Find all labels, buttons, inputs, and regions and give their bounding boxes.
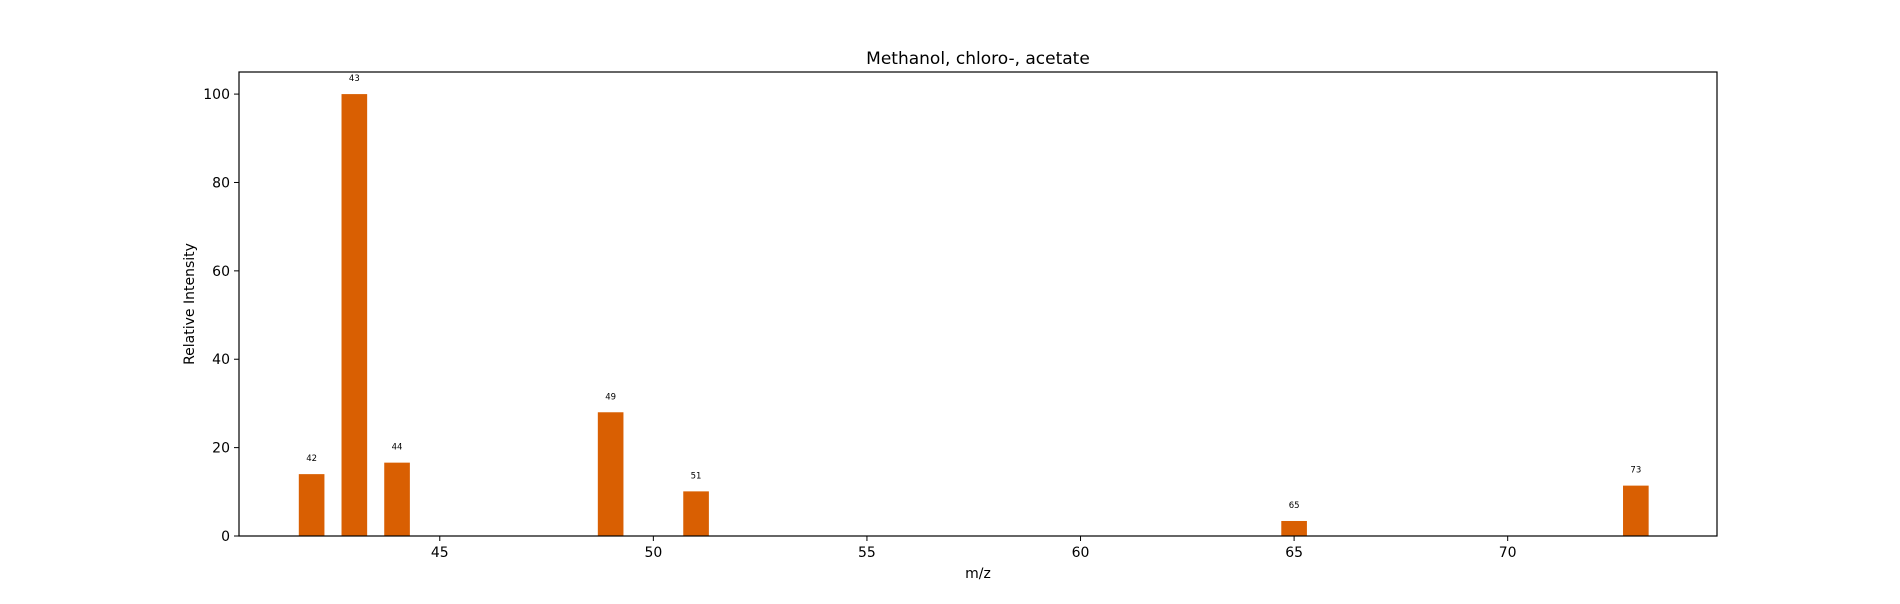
chart-title: Methanol, chloro-, acetate <box>866 49 1090 69</box>
bar-mz-73 <box>1623 485 1649 536</box>
x-tick-label: 50 <box>644 545 662 561</box>
bar-value-label: 65 <box>1289 501 1300 511</box>
bar-value-label: 43 <box>349 74 360 84</box>
bar-mz-43 <box>341 94 368 536</box>
bar-mz-44 <box>384 462 410 536</box>
bar-mz-49 <box>597 412 624 536</box>
x-axis: 45 50 55 60 65 70 <box>431 536 1517 561</box>
plot-frame <box>238 71 1718 537</box>
y-tick-label: 20 <box>212 441 230 457</box>
y-tick-label: 0 <box>221 529 230 545</box>
bar-value-label: 44 <box>392 443 403 453</box>
x-tick-label: 65 <box>1285 545 1303 561</box>
bar-value-label: 42 <box>306 454 317 464</box>
y-tick-label: 80 <box>212 175 230 191</box>
y-tick-label: 100 <box>203 87 230 103</box>
x-tick-label: 70 <box>1499 545 1517 561</box>
bar-value-label: 73 <box>1630 466 1641 476</box>
bar-mz-65 <box>1281 520 1307 536</box>
x-axis-label: m/z <box>965 566 991 582</box>
bar-value-label: 51 <box>691 471 702 481</box>
bars-layer <box>298 94 1649 536</box>
bar-value-label: 49 <box>605 392 616 402</box>
y-tick-label: 40 <box>212 352 230 368</box>
bar-mz-51 <box>683 491 709 536</box>
y-tick-label: 60 <box>212 264 230 280</box>
bar-labels-layer: 42 43 44 49 51 65 73 <box>306 74 1641 511</box>
x-tick-label: 45 <box>431 545 449 561</box>
x-tick-label: 60 <box>1072 545 1090 561</box>
y-axis-label: Relative Intensity <box>182 243 198 365</box>
x-tick-label: 55 <box>858 545 876 561</box>
y-axis: 0 20 40 60 80 100 <box>203 87 239 545</box>
bar-mz-42 <box>298 474 325 536</box>
